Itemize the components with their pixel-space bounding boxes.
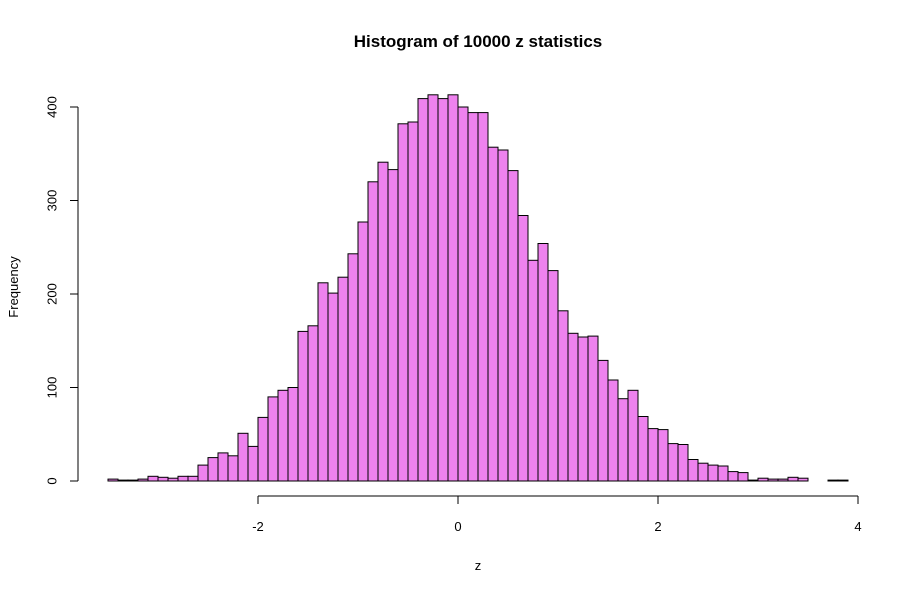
histogram-bar xyxy=(367,181,379,482)
y-tick-label: 0 xyxy=(45,477,60,484)
histogram-bar xyxy=(597,359,609,482)
histogram-bar xyxy=(407,121,419,482)
histogram-bar xyxy=(117,479,129,482)
histogram-bar xyxy=(697,462,709,482)
histogram-bar xyxy=(787,476,799,482)
histogram-bar xyxy=(427,94,439,482)
histogram-bar xyxy=(547,270,559,482)
histogram-bar xyxy=(477,112,489,482)
x-tick-label: 0 xyxy=(454,519,461,534)
histogram-bar xyxy=(157,476,169,482)
histogram-bar xyxy=(267,396,279,482)
histogram-bar xyxy=(377,161,389,482)
x-axis: -2 0 2 4 xyxy=(252,495,862,534)
histogram-bar xyxy=(457,106,469,482)
histogram-bar xyxy=(677,444,689,482)
histogram-bar xyxy=(517,215,529,482)
histogram-bar xyxy=(647,428,659,482)
histogram-bar xyxy=(167,477,179,482)
x-tick-label: -2 xyxy=(252,519,264,534)
histogram-bar xyxy=(417,98,429,482)
histogram-bar xyxy=(257,416,269,482)
histogram-bar xyxy=(607,379,619,482)
histogram-bar xyxy=(467,112,479,482)
histogram-bar xyxy=(347,253,359,482)
histogram-bar xyxy=(577,336,589,482)
histogram-bar xyxy=(727,471,739,482)
histogram-bar xyxy=(387,169,399,482)
histogram-bar xyxy=(447,94,459,482)
histogram-bar xyxy=(197,464,209,482)
x-axis-label: z xyxy=(475,558,482,573)
histogram-bar xyxy=(757,477,769,482)
histogram-bar xyxy=(397,123,409,482)
histogram-bar xyxy=(237,432,249,482)
histogram-bar xyxy=(277,389,289,482)
histogram-bar xyxy=(247,445,259,482)
histogram-bar xyxy=(827,479,839,482)
chart-title: Histogram of 10000 z statistics xyxy=(354,32,602,51)
histogram-bar xyxy=(337,276,349,482)
x-tick-label: 2 xyxy=(654,519,661,534)
histogram-bar xyxy=(207,457,219,482)
histogram-bar xyxy=(147,475,159,482)
histogram-bar xyxy=(507,170,519,482)
histogram-bar xyxy=(777,478,789,482)
histogram-bar xyxy=(617,398,629,482)
histogram-bar xyxy=(307,325,319,482)
histogram-bar xyxy=(187,475,199,482)
histogram-bar xyxy=(687,459,699,482)
histogram-bar xyxy=(107,478,119,482)
y-tick-label: 400 xyxy=(45,96,60,118)
histogram-bar xyxy=(657,429,669,482)
y-axis-label: Frequency xyxy=(6,256,21,318)
y-tick-label: 200 xyxy=(45,283,60,305)
histogram-bar xyxy=(177,475,189,482)
y-axis: 0 100 200 300 400 xyxy=(45,96,79,485)
histogram-bar xyxy=(797,477,809,482)
histogram-bar xyxy=(127,479,139,482)
histogram-bar xyxy=(297,330,309,482)
histogram-bar xyxy=(137,478,149,482)
histogram-bar xyxy=(717,465,729,482)
histogram-bar xyxy=(707,464,719,482)
histogram-bar xyxy=(527,259,539,482)
histogram-bar xyxy=(737,472,749,482)
bars-group xyxy=(107,94,849,482)
histogram-bar xyxy=(537,243,549,482)
x-tick-label: 4 xyxy=(854,519,861,534)
histogram-bar xyxy=(587,335,599,482)
y-tick-label: 100 xyxy=(45,377,60,399)
histogram-bar xyxy=(497,149,509,482)
histogram-bar xyxy=(627,389,639,482)
histogram-bar xyxy=(487,146,499,482)
histogram-bar xyxy=(437,98,449,482)
histogram-bar xyxy=(747,479,759,482)
histogram-bar xyxy=(557,310,569,482)
histogram-bar xyxy=(567,332,579,482)
histogram-bar xyxy=(227,455,239,482)
histogram-bar xyxy=(317,282,329,482)
histogram-bar xyxy=(217,452,229,482)
histogram-bar xyxy=(287,387,299,482)
histogram-bar xyxy=(637,416,649,482)
y-tick-label: 300 xyxy=(45,190,60,212)
histogram-bar xyxy=(767,478,779,482)
histogram-bar xyxy=(837,479,849,482)
histogram-bar xyxy=(667,443,679,482)
histogram-bar xyxy=(357,221,369,482)
histogram-bar xyxy=(327,292,339,482)
